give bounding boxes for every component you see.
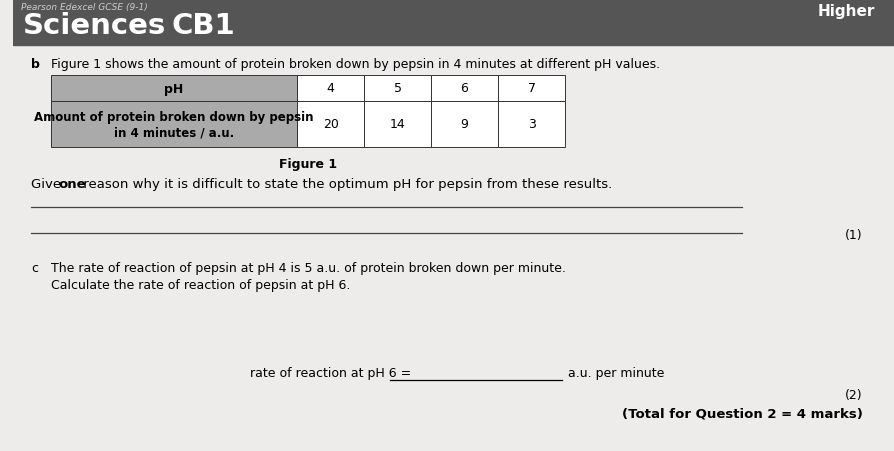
Bar <box>13 0 894 46</box>
Text: Figure 1 shows the amount of protein broken down by pepsin in 4 minutes at diffe: Figure 1 shows the amount of protein bro… <box>51 58 660 71</box>
Text: Calculate the rate of reaction of pepsin at pH 6.: Calculate the rate of reaction of pepsin… <box>51 278 350 291</box>
Bar <box>364 102 431 147</box>
Text: 5: 5 <box>393 83 401 95</box>
Bar <box>431 102 498 147</box>
Text: Higher: Higher <box>818 4 875 19</box>
Text: 7: 7 <box>527 83 536 95</box>
Bar <box>431 76 498 102</box>
Bar <box>297 102 364 147</box>
Text: 4: 4 <box>326 83 334 95</box>
Text: Amount of protein broken down by pepsin
in 4 minutes / a.u.: Amount of protein broken down by pepsin … <box>34 110 314 139</box>
Text: 14: 14 <box>390 118 406 131</box>
Text: The rate of reaction of pepsin at pH 4 is 5 a.u. of protein broken down per minu: The rate of reaction of pepsin at pH 4 i… <box>51 262 566 274</box>
Text: 20: 20 <box>323 118 339 131</box>
Text: pH: pH <box>164 83 183 95</box>
Bar <box>51 76 297 102</box>
Text: a.u. per minute: a.u. per minute <box>568 367 664 380</box>
Bar <box>498 76 565 102</box>
Text: 6: 6 <box>460 83 468 95</box>
Text: rate of reaction at pH 6 =: rate of reaction at pH 6 = <box>249 367 415 380</box>
Text: 3: 3 <box>527 118 536 131</box>
Text: Figure 1: Figure 1 <box>279 158 337 170</box>
Text: reason why it is difficult to state the optimum pH for pepsin from these results: reason why it is difficult to state the … <box>80 178 612 191</box>
Text: b: b <box>31 58 40 71</box>
Bar <box>51 102 297 147</box>
Text: Sciences: Sciences <box>23 12 166 40</box>
Bar <box>364 76 431 102</box>
Text: one: one <box>59 178 87 191</box>
Bar <box>297 76 364 102</box>
Text: (1): (1) <box>845 229 863 242</box>
Text: c: c <box>31 262 38 274</box>
Text: (2): (2) <box>845 389 863 401</box>
Text: Give: Give <box>31 178 65 191</box>
Text: Pearson Edexcel GCSE (9-1): Pearson Edexcel GCSE (9-1) <box>21 3 148 12</box>
Text: CB1: CB1 <box>171 12 235 40</box>
Text: (Total for Question 2 = 4 marks): (Total for Question 2 = 4 marks) <box>621 407 863 419</box>
Bar <box>498 102 565 147</box>
Text: 9: 9 <box>460 118 468 131</box>
